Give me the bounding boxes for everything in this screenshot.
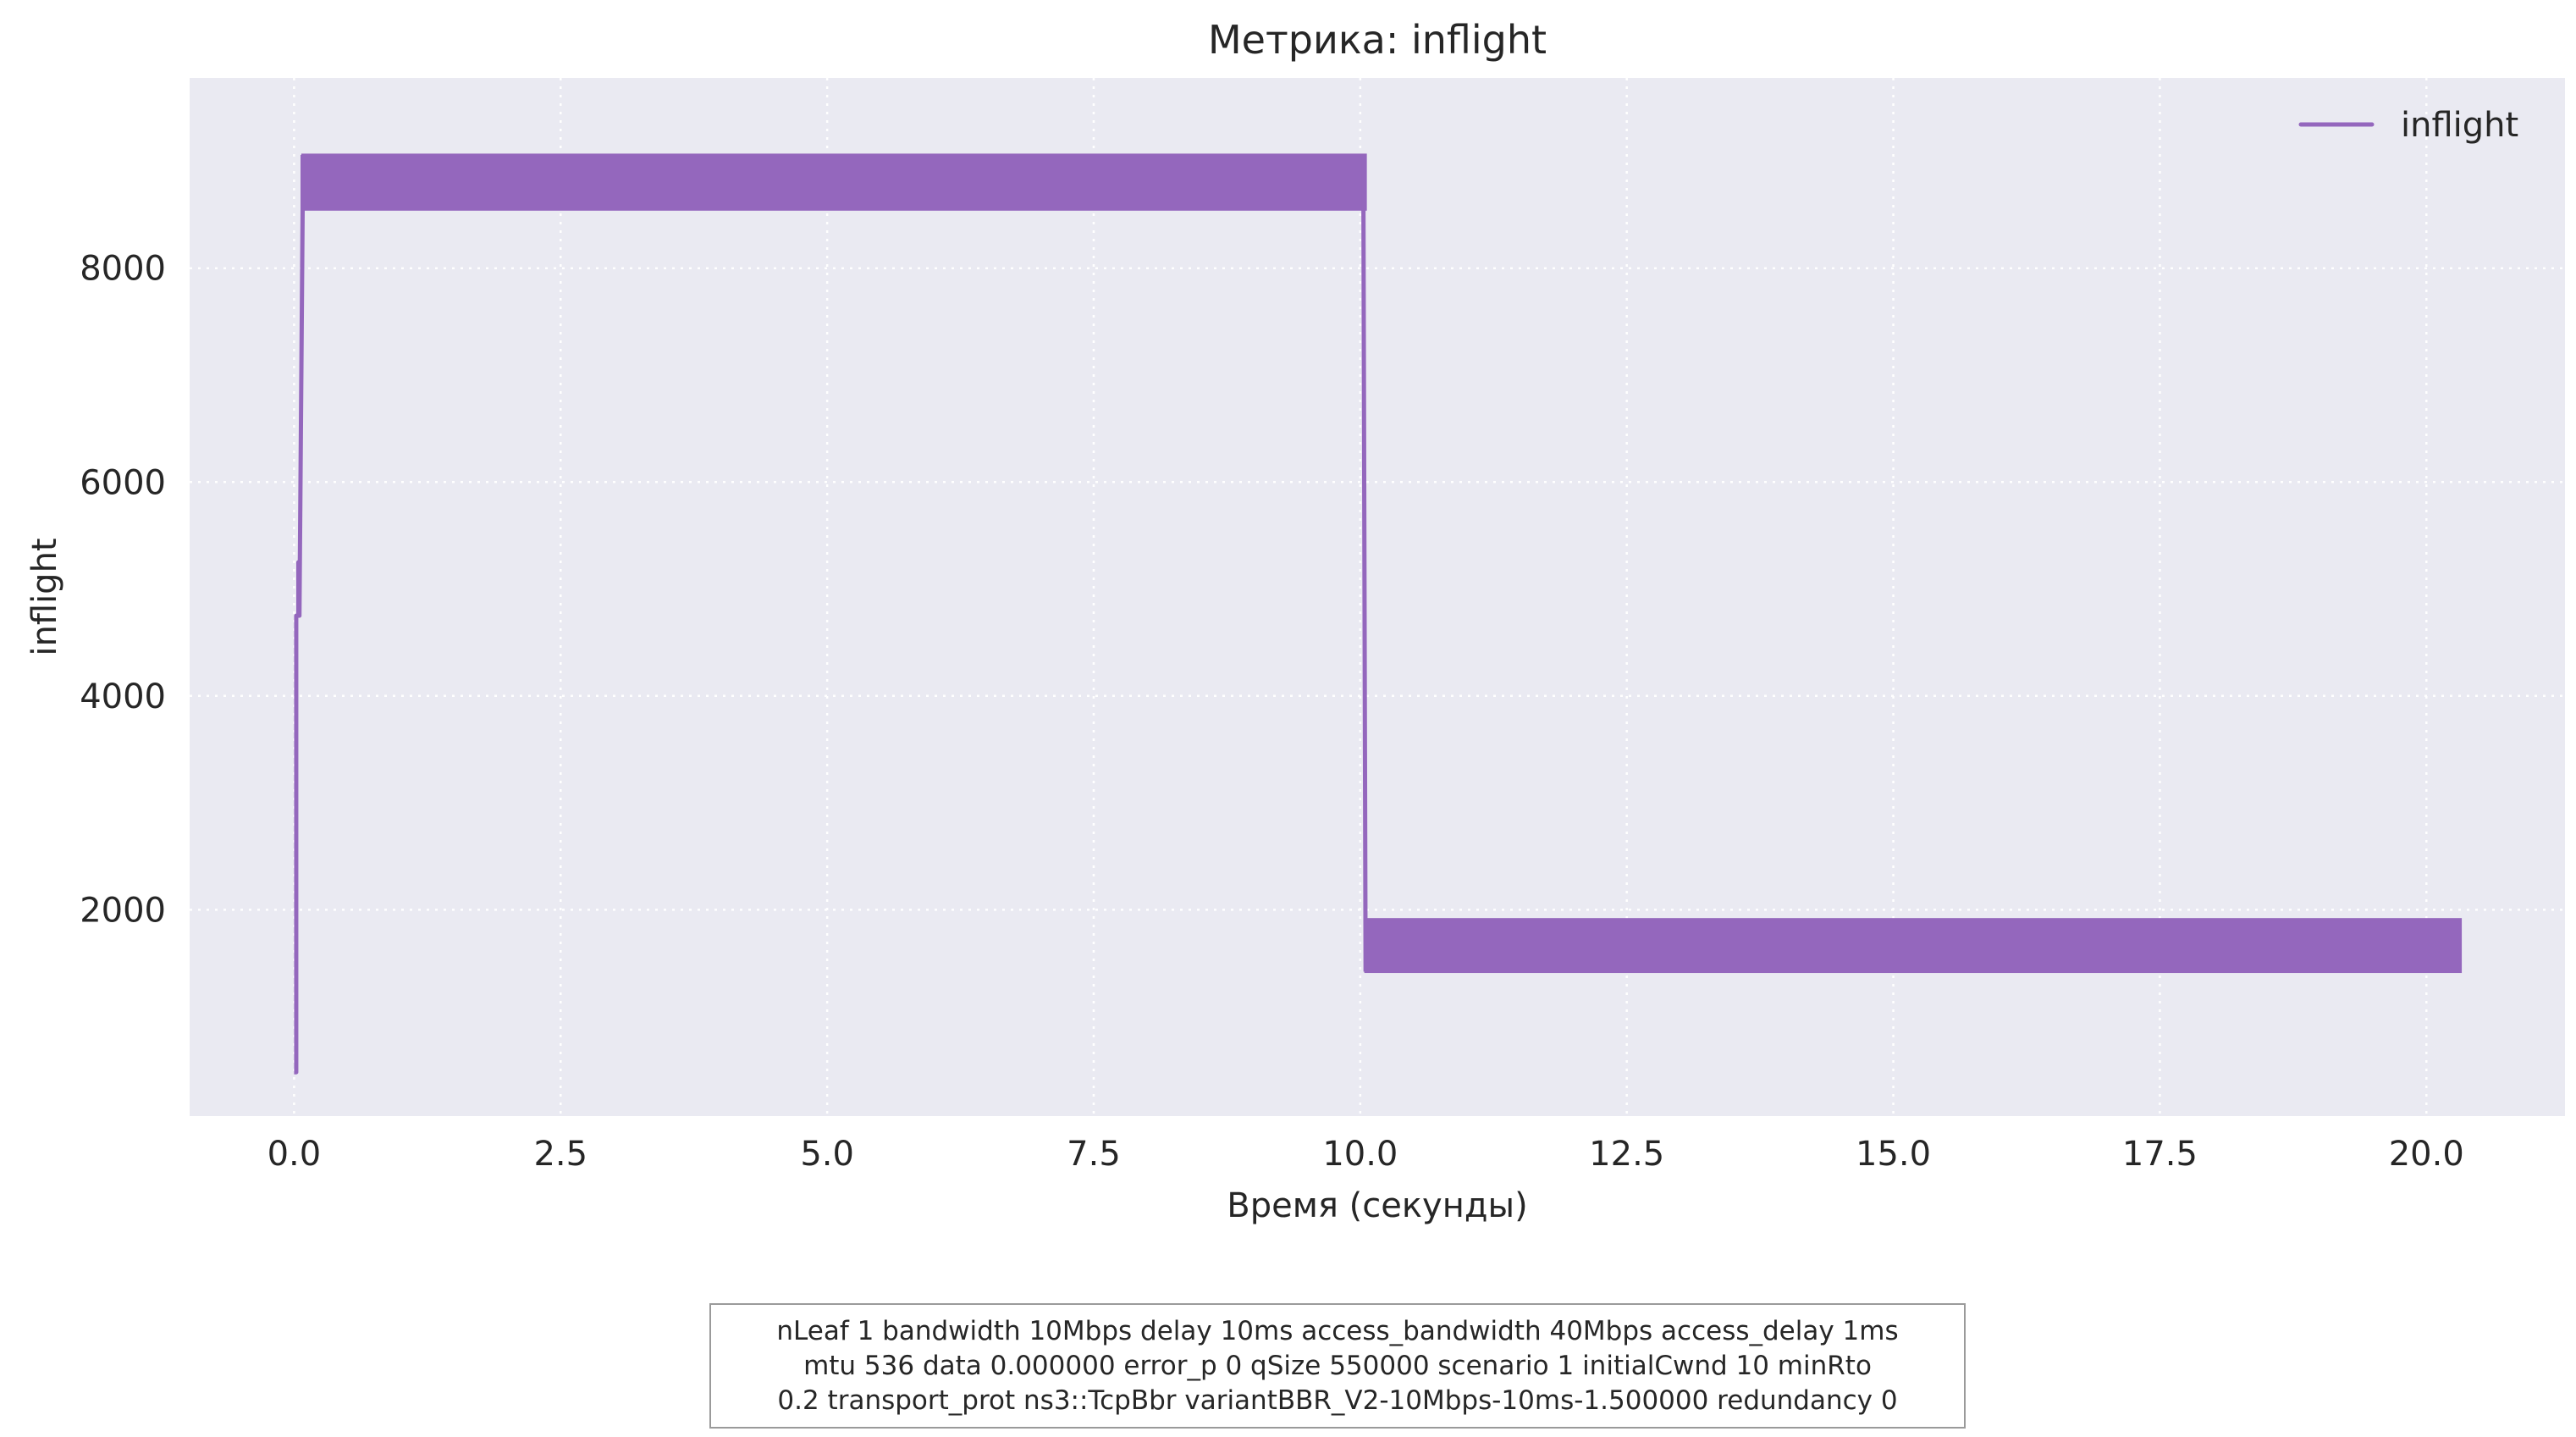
x-axis-label: Время (секунды) bbox=[1227, 1186, 1527, 1225]
series-band bbox=[1364, 918, 2463, 974]
chart-title: Метрика: inflight bbox=[1208, 17, 1547, 63]
y-tick-label: 6000 bbox=[80, 463, 166, 502]
series-ramp-line bbox=[294, 154, 305, 1075]
legend: inflight bbox=[2298, 106, 2518, 145]
series-lines bbox=[294, 154, 1368, 1075]
y-axis-label: inflight bbox=[25, 538, 64, 655]
x-tick-label: 5.0 bbox=[800, 1135, 854, 1174]
series-drop-line bbox=[1361, 154, 1368, 972]
y-tick-label: 8000 bbox=[80, 250, 166, 289]
y-tick-label: 2000 bbox=[80, 891, 166, 930]
grid bbox=[190, 78, 2565, 1116]
caption-box: nLeaf 1 bandwidth 10Mbps delay 10ms acce… bbox=[709, 1303, 1966, 1429]
caption-line: 0.2 transport_prot ns3::TcpBbr variantBB… bbox=[777, 1384, 1898, 1416]
series-band bbox=[301, 153, 1367, 211]
caption-line: mtu 536 data 0.000000 error_p 0 qSize 55… bbox=[803, 1350, 1872, 1381]
x-ticks: 0.0 2.5 5.0 7.5 10.0 12.5 15.0 17.5 20.0 bbox=[268, 1135, 2464, 1174]
x-tick-label: 7.5 bbox=[1067, 1135, 1121, 1174]
x-tick-label: 17.5 bbox=[2122, 1135, 2198, 1174]
caption-line: nLeaf 1 bandwidth 10Mbps delay 10ms acce… bbox=[776, 1315, 1899, 1346]
legend-label: inflight bbox=[2401, 106, 2518, 145]
x-tick-label: 10.0 bbox=[1322, 1135, 1398, 1174]
y-ticks: 2000 4000 6000 8000 bbox=[80, 250, 166, 931]
x-tick-label: 20.0 bbox=[2389, 1135, 2464, 1174]
x-tick-label: 15.0 bbox=[1856, 1135, 1931, 1174]
x-tick-label: 2.5 bbox=[533, 1135, 587, 1174]
y-tick-label: 4000 bbox=[80, 677, 166, 716]
x-tick-label: 0.0 bbox=[268, 1135, 322, 1174]
x-tick-label: 12.5 bbox=[1589, 1135, 1664, 1174]
